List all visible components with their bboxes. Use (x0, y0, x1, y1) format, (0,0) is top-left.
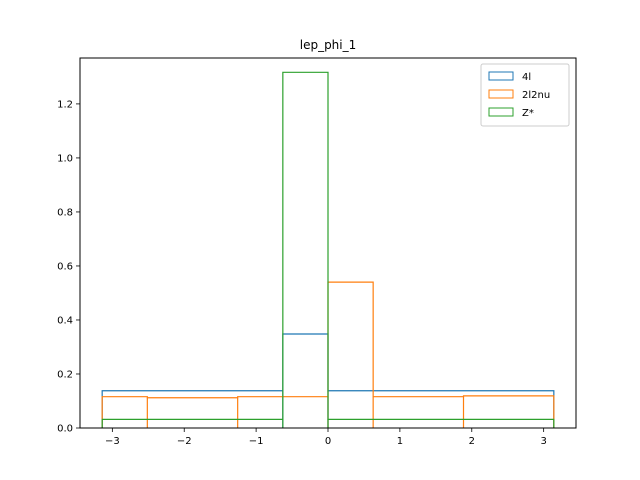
y-tick-label: 0.6 (57, 261, 73, 272)
x-tick-label: −2 (177, 436, 192, 447)
y-tick-label: 0.0 (57, 424, 73, 435)
legend-label: 4l (522, 72, 531, 83)
x-tick-label: 1 (397, 436, 403, 447)
x-axis: −3 −2 −1 0 1 2 3 (105, 428, 547, 447)
y-tick-label: 0.8 (57, 207, 73, 218)
legend-label: 2l2nu (522, 90, 550, 101)
legend-swatch (488, 71, 514, 81)
y-tick-label: 0.4 (57, 315, 73, 326)
y-tick-label: 0.2 (57, 369, 73, 380)
y-axis: 0.0 0.2 0.4 0.6 0.8 1.0 1.2 (57, 99, 80, 435)
x-tick-label: −3 (105, 436, 120, 447)
legend-label: Z* (522, 108, 534, 119)
x-tick-label: 0 (325, 436, 331, 447)
x-tick-label: 2 (469, 436, 475, 447)
legend-swatch (488, 89, 514, 99)
legend: 4l 2l2nu Z* (480, 63, 570, 127)
x-tick-label: −1 (249, 436, 264, 447)
y-tick-label: 1.0 (57, 153, 73, 164)
y-tick-label: 1.2 (57, 99, 73, 110)
x-tick-label: 3 (540, 436, 546, 447)
chart-title: lep_phi_1 (300, 38, 357, 52)
plot-area (101, 71, 555, 428)
series-line-2 (101, 71, 555, 428)
legend-swatch (488, 107, 514, 117)
series-line-0 (101, 333, 555, 428)
